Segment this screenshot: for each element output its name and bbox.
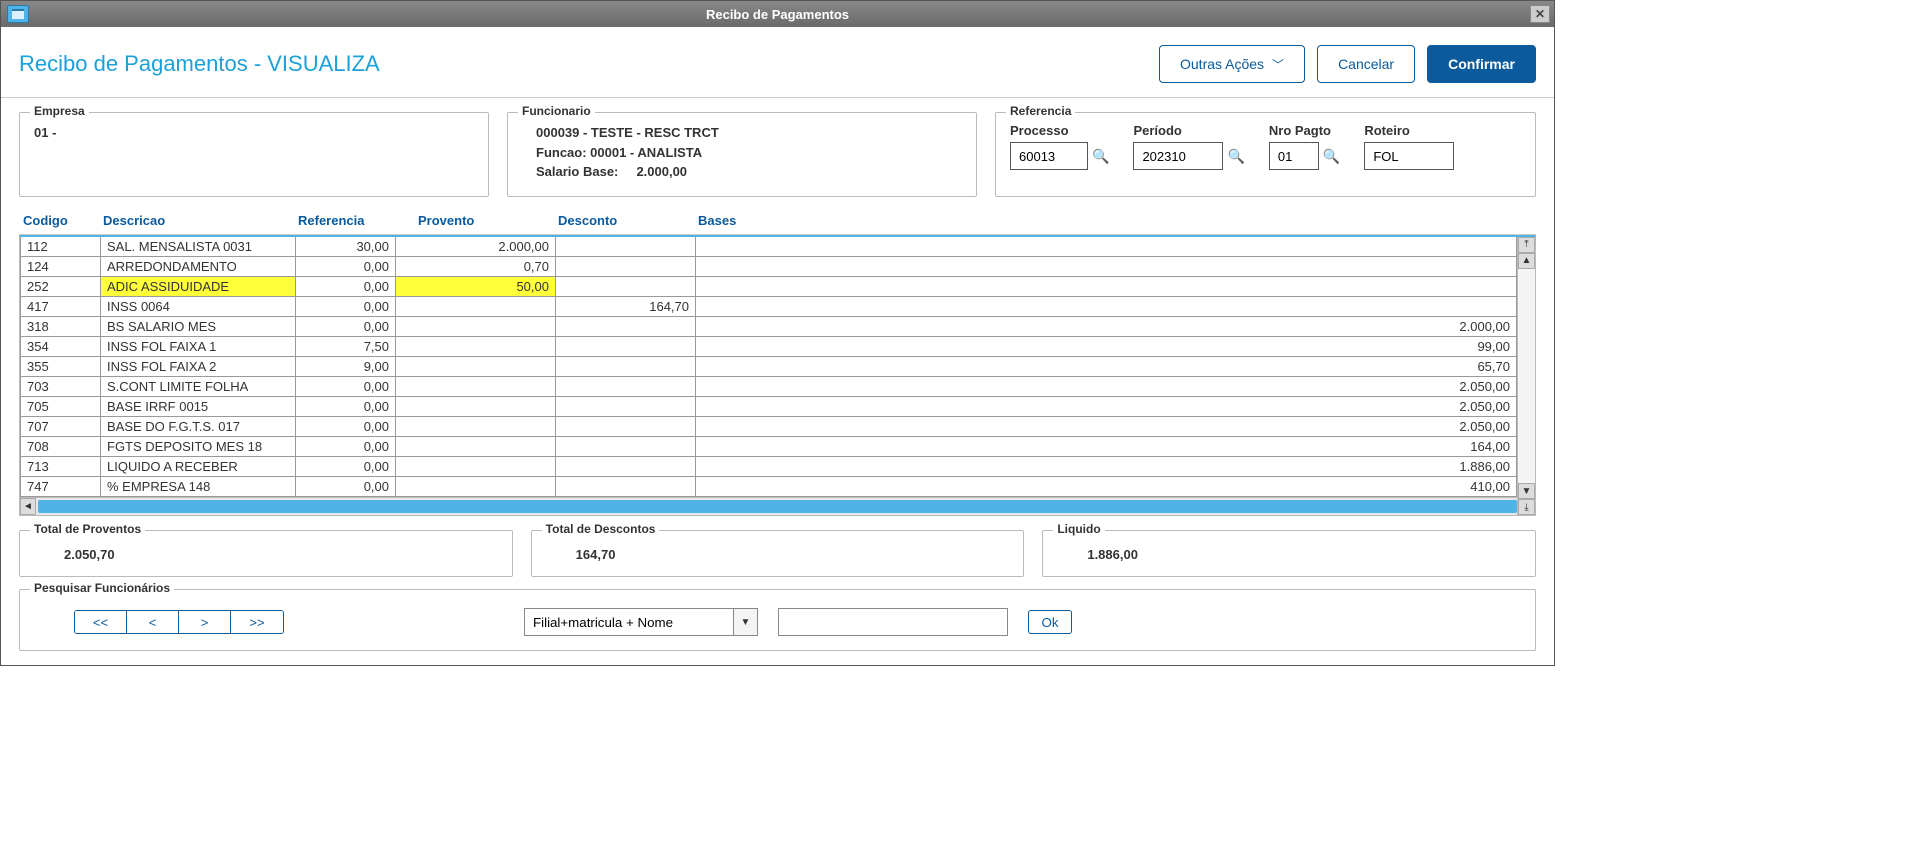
vertical-scrollbar[interactable]: ⤒ ▲ ▼ ⤓ <box>1517 237 1535 516</box>
window-title: Recibo de Pagamentos <box>706 7 849 22</box>
title-bar: Recibo de Pagamentos ✕ <box>1 1 1554 27</box>
col-referencia[interactable]: Referencia <box>294 213 414 228</box>
total-descontos-legend: Total de Descontos <box>542 522 660 536</box>
nav-last-button[interactable]: >> <box>231 611 283 633</box>
horizontal-scrollbar[interactable]: ◄ ► <box>20 497 1535 515</box>
funcionario-legend: Funcionario <box>518 104 595 118</box>
scroll-up-icon[interactable]: ▲ <box>1518 253 1535 269</box>
table-row[interactable]: 747% EMPRESA 1480,00410,00 <box>21 477 1517 497</box>
table-row[interactable]: 112SAL. MENSALISTA 003130,002.000,00 <box>21 237 1517 257</box>
funcionario-line1: 000039 - TESTE - RESC TRCT <box>522 123 962 143</box>
table-row[interactable]: 318BS SALARIO MES0,002.000,00 <box>21 317 1517 337</box>
roteiro-input[interactable] <box>1364 142 1454 170</box>
nav-prev-button[interactable]: < <box>127 611 179 633</box>
referencia-legend: Referencia <box>1006 104 1075 118</box>
liquido-legend: Liquido <box>1053 522 1104 536</box>
roteiro-label: Roteiro <box>1364 123 1454 138</box>
combo-dropdown-icon[interactable]: ▼ <box>734 608 758 636</box>
referencia-panel: Referencia Processo 🔍 Período 🔍 <box>995 112 1536 197</box>
total-descontos-value: 164,70 <box>546 541 1010 562</box>
table-row[interactable]: 703S.CONT LIMITE FOLHA0,002.050,00 <box>21 377 1517 397</box>
periodo-label: Período <box>1133 123 1244 138</box>
search-icon[interactable]: 🔍 <box>1227 148 1244 165</box>
search-panel: Pesquisar Funcionários << < > >> ▼ Ok <box>19 589 1536 651</box>
payments-table: 112SAL. MENSALISTA 003130,002.000,00124A… <box>20 237 1517 498</box>
outras-acoes-label: Outras Ações <box>1180 56 1264 72</box>
col-descricao[interactable]: Descricao <box>99 213 294 228</box>
empresa-panel: Empresa 01 - <box>19 112 489 197</box>
table-row[interactable]: 705BASE IRRF 00150,002.050,00 <box>21 397 1517 417</box>
liquido-panel: Liquido 1.886,00 <box>1042 530 1536 577</box>
cancel-button[interactable]: Cancelar <box>1317 45 1415 83</box>
page-title: Recibo de Pagamentos - VISUALIZA <box>19 51 380 77</box>
scroll-left-icon[interactable]: ◄ <box>20 498 36 515</box>
total-proventos-legend: Total de Proventos <box>30 522 145 536</box>
table-header: Codigo Descricao Referencia Provento Des… <box>19 207 1536 235</box>
app-icon <box>7 5 29 23</box>
table-row[interactable]: 354INSS FOL FAIXA 17,5099,00 <box>21 337 1517 357</box>
funcionario-line2: Funcao: 00001 - ANALISTA <box>522 143 962 163</box>
nav-next-button[interactable]: > <box>179 611 231 633</box>
search-text-input[interactable] <box>778 608 1008 636</box>
search-legend: Pesquisar Funcionários <box>30 581 174 595</box>
funcionario-panel: Funcionario 000039 - TESTE - RESC TRCT F… <box>507 112 977 197</box>
processo-input[interactable] <box>1010 142 1088 170</box>
total-proventos-value: 2.050,70 <box>34 541 498 562</box>
search-icon[interactable]: 🔍 <box>1323 148 1340 165</box>
processo-label: Processo <box>1010 123 1109 138</box>
col-provento[interactable]: Provento <box>414 213 554 228</box>
total-descontos-panel: Total de Descontos 164,70 <box>531 530 1025 577</box>
empresa-value: 01 - <box>34 125 474 140</box>
liquido-value: 1.886,00 <box>1057 541 1521 562</box>
outras-acoes-button[interactable]: Outras Ações ﹀ <box>1159 45 1305 83</box>
nropagto-input[interactable] <box>1269 142 1319 170</box>
col-desconto[interactable]: Desconto <box>554 213 694 228</box>
col-bases[interactable]: Bases <box>694 213 1536 228</box>
total-proventos-panel: Total de Proventos 2.050,70 <box>19 530 513 577</box>
table-row[interactable]: 355INSS FOL FAIXA 29,0065,70 <box>21 357 1517 377</box>
ok-button[interactable]: Ok <box>1028 610 1072 634</box>
scroll-bottom-icon[interactable]: ⤓ <box>1518 499 1535 515</box>
search-icon[interactable]: 🔍 <box>1092 148 1109 165</box>
scroll-down-icon[interactable]: ▼ <box>1518 483 1535 499</box>
table-row[interactable]: 124ARREDONDAMENTO0,000,70 <box>21 257 1517 277</box>
scroll-top-icon[interactable]: ⤒ <box>1518 237 1535 253</box>
chevron-down-icon: ﹀ <box>1272 56 1284 73</box>
table-row[interactable]: 708FGTS DEPOSITO MES 180,00164,00 <box>21 437 1517 457</box>
empresa-legend: Empresa <box>30 104 89 118</box>
table-row[interactable]: 252ADIC ASSIDUIDADE0,0050,00 <box>21 277 1517 297</box>
periodo-input[interactable] <box>1133 142 1223 170</box>
close-button[interactable]: ✕ <box>1530 5 1550 23</box>
funcionario-line3: Salario Base: 2.000,00 <box>522 162 962 182</box>
confirm-button[interactable]: Confirmar <box>1427 45 1536 83</box>
table-row[interactable]: 713LIQUIDO A RECEBER0,001.886,00 <box>21 457 1517 477</box>
table-row[interactable]: 707BASE DO F.G.T.S. 0170,002.050,00 <box>21 417 1517 437</box>
nropagto-label: Nro Pagto <box>1269 123 1340 138</box>
search-mode-combo[interactable] <box>524 608 734 636</box>
col-codigo[interactable]: Codigo <box>19 213 99 228</box>
nav-first-button[interactable]: << <box>75 611 127 633</box>
table-row[interactable]: 417INSS 00640,00164,70 <box>21 297 1517 317</box>
